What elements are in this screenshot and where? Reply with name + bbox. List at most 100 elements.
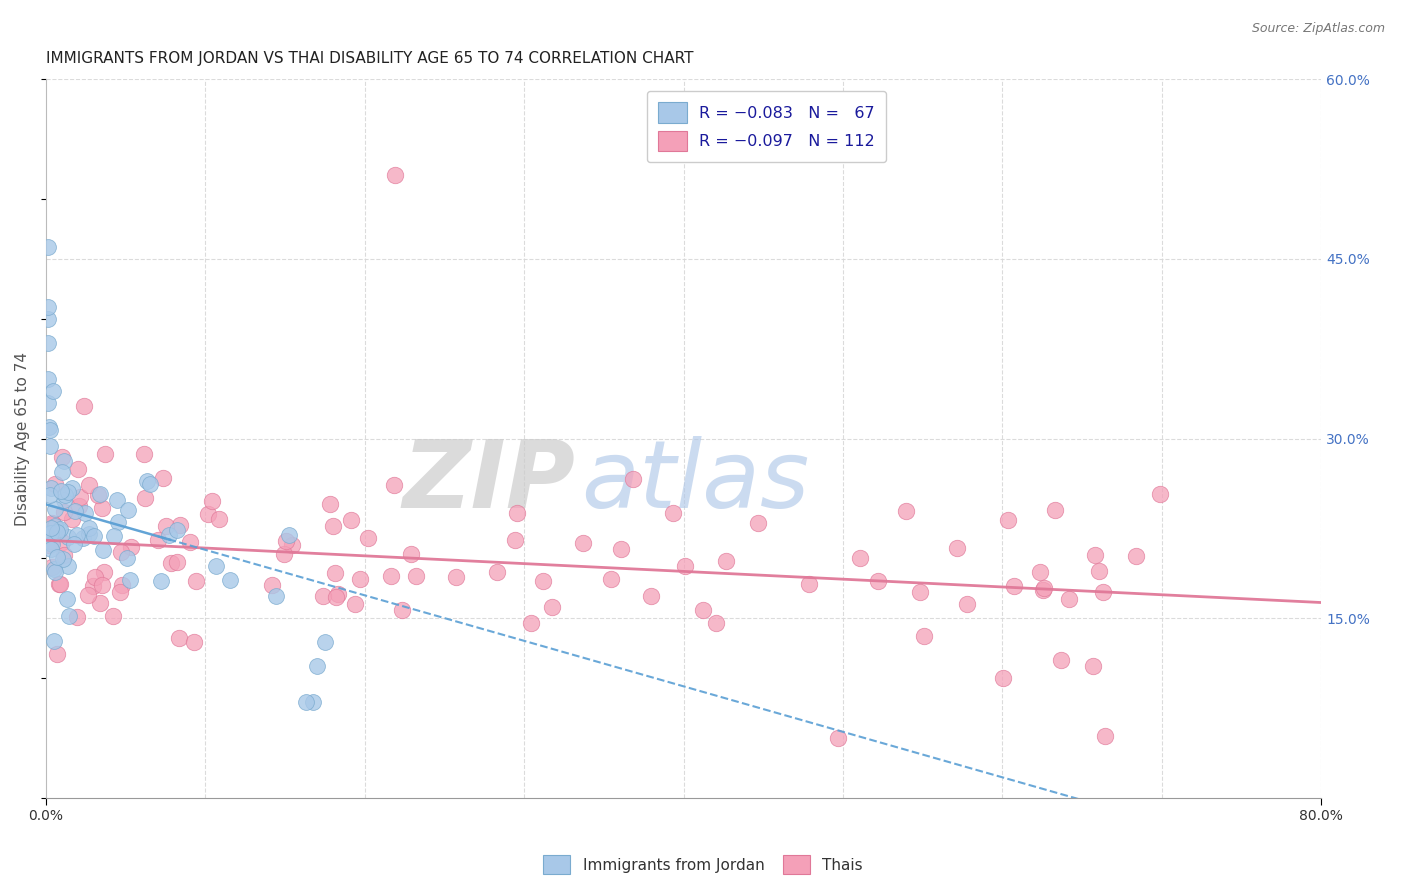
Point <box>264 589 287 603</box>
Point <box>52 552 75 566</box>
Y-axis label: Disability Age 65 to 74: Disability Age 65 to 74 <box>15 351 30 525</box>
Point <box>956 597 979 611</box>
Point <box>58 559 80 574</box>
Point <box>67 499 90 513</box>
Point <box>51 465 73 479</box>
Point <box>1043 502 1066 516</box>
Point <box>149 574 172 588</box>
Point <box>572 536 595 550</box>
Point <box>208 512 231 526</box>
Point <box>997 513 1019 527</box>
Point <box>56 591 79 606</box>
Point <box>37 311 59 326</box>
Point <box>166 555 188 569</box>
Point <box>52 493 75 508</box>
Point <box>79 520 101 534</box>
Point <box>1059 591 1081 606</box>
Text: ZIP: ZIP <box>402 435 575 527</box>
Point <box>344 597 367 611</box>
Text: Source: ZipAtlas.com: Source: ZipAtlas.com <box>1251 22 1385 36</box>
Point <box>89 596 111 610</box>
Point <box>53 548 76 562</box>
Point <box>44 565 66 579</box>
Point <box>110 584 132 599</box>
Point <box>640 589 662 603</box>
Point <box>946 541 969 555</box>
Point <box>41 560 63 574</box>
Point <box>38 419 60 434</box>
Point <box>115 551 138 566</box>
Point <box>325 590 347 604</box>
Point <box>39 439 62 453</box>
Point <box>44 561 66 575</box>
Point <box>260 578 283 592</box>
Point <box>384 168 406 182</box>
Point <box>167 631 190 645</box>
Point <box>45 524 67 539</box>
Point <box>908 585 931 599</box>
Point <box>39 423 62 437</box>
Point <box>42 384 65 399</box>
Point <box>65 504 87 518</box>
Point <box>1087 564 1109 578</box>
Point <box>405 568 427 582</box>
Point <box>1083 548 1105 562</box>
Point <box>896 504 918 518</box>
Point <box>49 577 72 591</box>
Point <box>541 599 564 614</box>
Point <box>45 648 67 662</box>
Point <box>169 518 191 533</box>
Point <box>1029 565 1052 579</box>
Point <box>65 609 87 624</box>
Point <box>91 578 114 592</box>
Point <box>56 531 79 545</box>
Point <box>41 516 63 530</box>
Point <box>276 533 298 548</box>
Point <box>661 506 683 520</box>
Point <box>307 659 329 673</box>
Point <box>322 519 344 533</box>
Point <box>704 616 727 631</box>
Point <box>295 695 318 709</box>
Point <box>1091 584 1114 599</box>
Point <box>101 609 124 624</box>
Point <box>69 491 91 505</box>
Point <box>503 533 526 547</box>
Point <box>609 541 631 556</box>
Point <box>827 731 849 745</box>
Point <box>1049 653 1071 667</box>
Point <box>93 543 115 558</box>
Point <box>66 462 89 476</box>
Point <box>486 566 509 580</box>
Point <box>41 516 63 531</box>
Point <box>278 528 301 542</box>
Point <box>138 476 160 491</box>
Point <box>77 478 100 492</box>
Point <box>849 550 872 565</box>
Point <box>357 531 380 545</box>
Point <box>136 474 159 488</box>
Point <box>506 506 529 520</box>
Text: IMMIGRANTS FROM JORDAN VS THAI DISABILITY AGE 65 TO 74 CORRELATION CHART: IMMIGRANTS FROM JORDAN VS THAI DISABILIT… <box>46 51 693 66</box>
Point <box>200 494 222 508</box>
Point <box>51 450 73 464</box>
Point <box>183 635 205 649</box>
Point <box>39 542 62 557</box>
Point <box>37 371 59 385</box>
Point <box>205 558 228 573</box>
Point <box>186 574 208 588</box>
Point <box>444 569 467 583</box>
Point <box>600 572 623 586</box>
Point <box>314 635 336 649</box>
Point <box>39 481 62 495</box>
Point <box>797 576 820 591</box>
Point <box>621 471 644 485</box>
Point <box>39 533 62 548</box>
Point <box>75 506 97 520</box>
Point <box>152 471 174 485</box>
Point <box>37 395 59 409</box>
Point <box>66 527 89 541</box>
Point <box>1094 729 1116 743</box>
Point <box>323 566 346 580</box>
Point <box>1125 549 1147 563</box>
